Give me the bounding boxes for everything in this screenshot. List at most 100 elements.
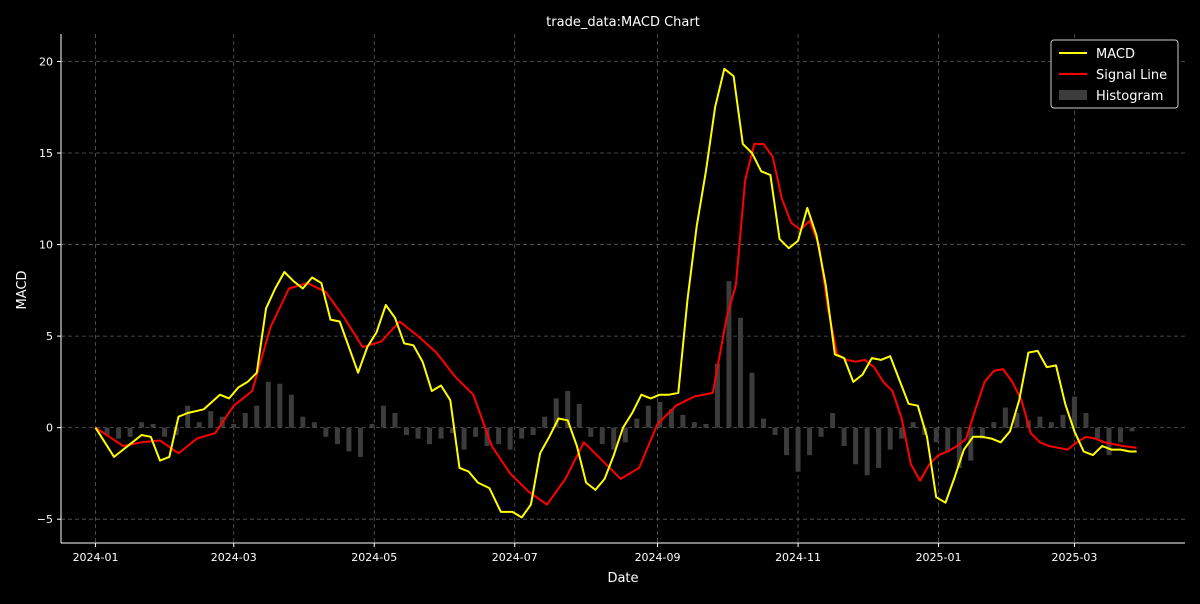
legend: MACD Signal Line Histogram — [1050, 39, 1179, 109]
histogram-bar — [691, 422, 697, 428]
histogram-bar — [991, 422, 997, 428]
histogram-bar — [737, 317, 743, 428]
histogram-bar — [714, 363, 720, 428]
histogram-bar — [1083, 413, 1089, 428]
macd-line — [94, 67, 1137, 519]
histogram-bar — [254, 405, 260, 428]
grid-lines — [61, 34, 1185, 543]
histogram-bar — [1071, 396, 1077, 428]
histogram-bar — [530, 427, 536, 435]
legend-histogram-swatch — [1059, 90, 1087, 100]
histogram-bar — [300, 416, 306, 428]
x-tick-label: 2024-03 — [211, 551, 257, 564]
tick-labels: 2024-01 2024-03 2024-05 2024-07 2024-09 2024-… — [37, 55, 1098, 564]
signal-line — [94, 142, 1137, 506]
histogram-bar — [1037, 416, 1043, 428]
histogram-bar — [461, 427, 467, 450]
y-tick-label: 20 — [39, 55, 53, 68]
histogram-bar — [807, 427, 813, 456]
histogram-bar — [427, 427, 433, 445]
histogram-bar — [450, 427, 456, 434]
histogram-bar — [277, 383, 283, 428]
histogram-bar — [576, 403, 582, 428]
histogram-bar — [496, 427, 502, 445]
y-tick-label: 15 — [39, 147, 53, 160]
histogram-bar — [830, 413, 836, 428]
histogram-bar — [726, 281, 732, 428]
histogram-bar — [346, 427, 352, 452]
histogram-bar — [484, 427, 490, 446]
histogram-bar — [968, 427, 974, 461]
chart-title: trade_data:MACD Chart — [546, 15, 700, 30]
histogram-bar — [162, 427, 168, 437]
histogram-bar — [933, 427, 939, 443]
legend-macd-label: MACD — [1096, 47, 1135, 62]
y-axis-label: MACD — [15, 271, 30, 310]
histogram-bar — [634, 418, 640, 428]
histogram-bar — [784, 427, 790, 456]
histogram-bar — [1048, 422, 1054, 428]
histogram-bar — [196, 422, 202, 428]
histogram-bar — [864, 427, 870, 476]
histogram-bar — [1014, 413, 1020, 428]
y-tick-label: 10 — [39, 239, 53, 252]
histogram-bar — [680, 414, 686, 428]
x-tick-label: 2024-01 — [73, 551, 119, 564]
histogram-bar — [703, 423, 709, 428]
histogram-bar — [1106, 427, 1112, 456]
histogram-bar — [979, 427, 985, 439]
histogram-bar — [265, 381, 271, 428]
histogram-bar — [611, 427, 617, 450]
histogram-bar — [599, 427, 605, 445]
histogram-bar — [876, 427, 882, 468]
histogram-bar — [242, 413, 248, 428]
histogram-bar — [956, 427, 962, 468]
y-tick-label: 5 — [46, 330, 53, 343]
histogram-bar — [323, 427, 329, 437]
histogram-bar — [311, 422, 317, 428]
x-tick-label: 2024-09 — [635, 551, 681, 564]
x-tick-label: 2024-11 — [775, 551, 821, 564]
histogram-bar — [380, 405, 386, 428]
histogram-bar — [334, 427, 340, 445]
histogram-bar — [1118, 427, 1124, 443]
histogram-bar — [139, 422, 145, 428]
histogram-bar — [288, 394, 294, 428]
y-tick-label: 0 — [46, 422, 53, 435]
axes — [57, 34, 1185, 547]
histogram-bar — [899, 427, 905, 439]
histogram-bar — [887, 427, 893, 450]
histogram-bar — [392, 413, 398, 428]
x-tick-label: 2024-07 — [492, 551, 538, 564]
histogram-bar — [542, 416, 548, 428]
histogram-bar — [622, 427, 628, 443]
series-lines — [94, 67, 1137, 519]
histogram-bar — [127, 427, 133, 437]
histogram-bar — [668, 409, 674, 428]
histogram-bar — [415, 427, 421, 439]
histogram-bar — [1060, 414, 1066, 428]
histogram-bar — [818, 427, 824, 437]
histogram-bar — [645, 405, 651, 428]
histogram-bar — [565, 391, 571, 428]
histogram-bar — [438, 427, 444, 439]
histogram-bar — [795, 427, 801, 472]
histogram-bar — [1002, 407, 1008, 428]
histogram-bar — [772, 427, 778, 435]
histogram-bar — [945, 427, 951, 452]
histogram-bar — [357, 427, 363, 457]
histogram-bars — [93, 281, 1135, 476]
x-tick-label: 2024-05 — [351, 551, 397, 564]
histogram-bar — [185, 405, 191, 428]
x-tick-label: 2025-03 — [1051, 551, 1097, 564]
histogram-bar — [150, 423, 156, 428]
histogram-bar — [910, 422, 916, 428]
legend-signal-label: Signal Line — [1096, 68, 1167, 83]
x-axis-label: Date — [607, 571, 638, 586]
histogram-bar — [841, 427, 847, 446]
histogram-bar — [749, 372, 755, 428]
histogram-bar — [104, 427, 110, 435]
histogram-bar — [208, 411, 214, 428]
